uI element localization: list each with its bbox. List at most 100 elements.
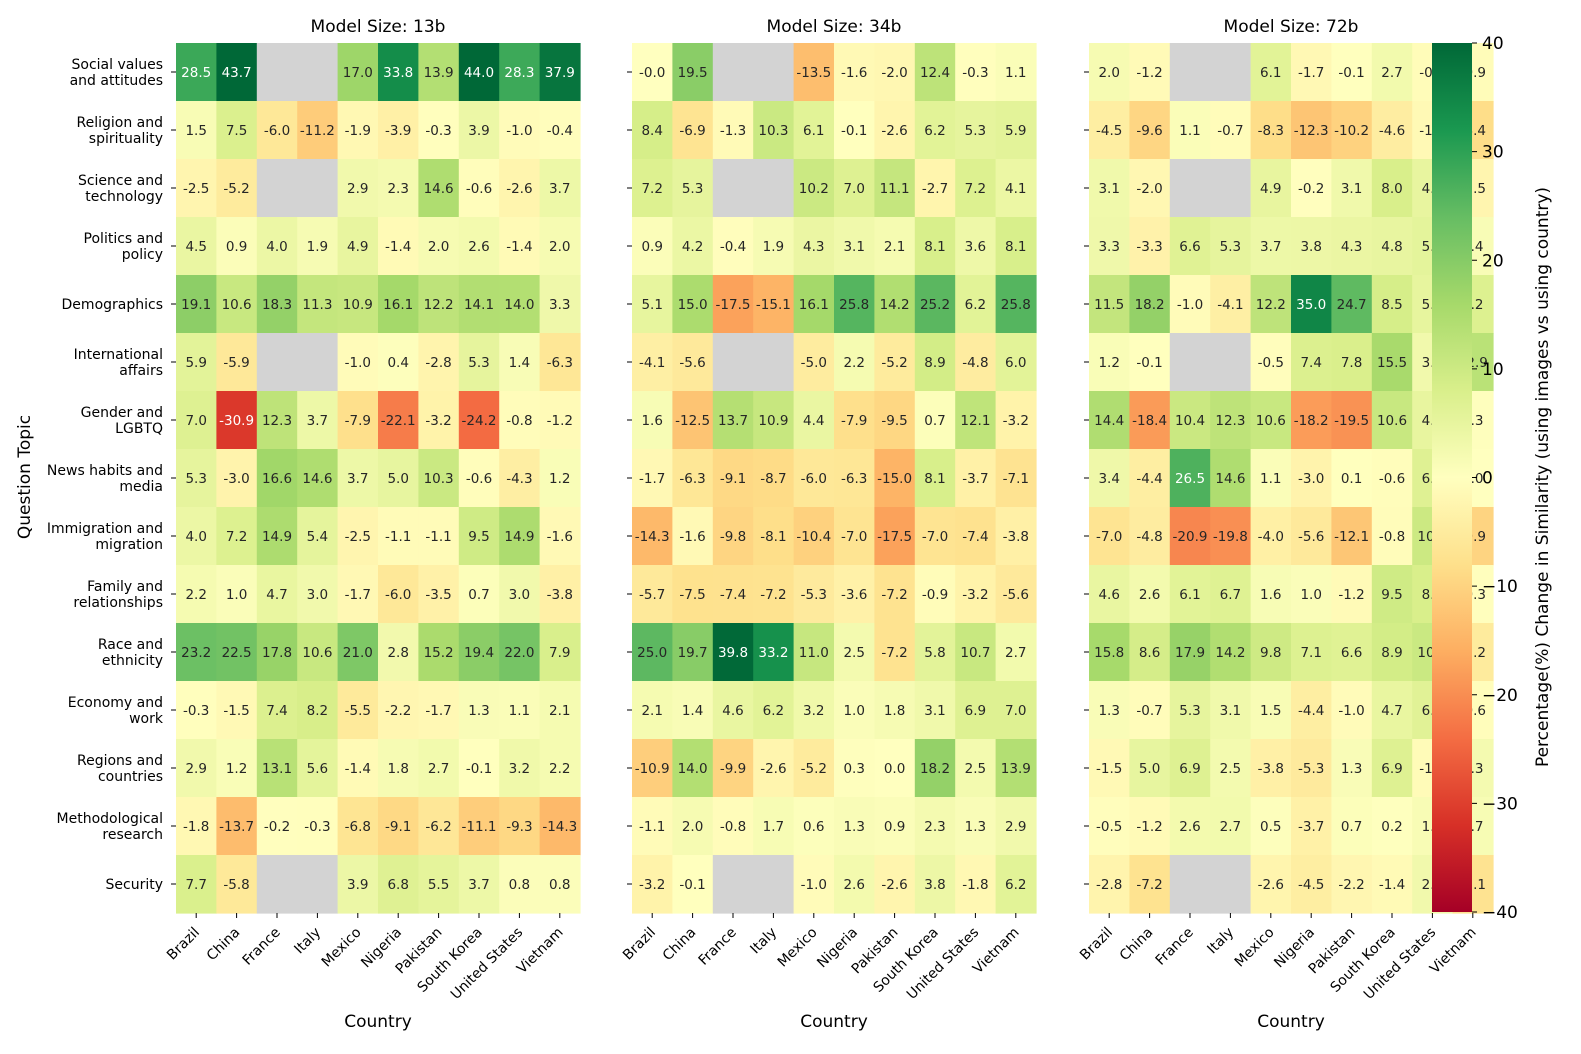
heatmap-cell — [1291, 217, 1332, 276]
cell-value-label: 1.4 — [682, 703, 703, 719]
cell-value-label: 6.9 — [1179, 761, 1200, 777]
cell-value-label: 9.8 — [1260, 645, 1281, 661]
cell-value-label: 4.7 — [266, 587, 287, 603]
cell-value-label: 14.2 — [880, 297, 910, 313]
heatmap-cell — [378, 101, 419, 160]
heatmap-cell — [874, 333, 916, 392]
colorbar-gradient — [1432, 43, 1472, 912]
cell-value-label: -5.3 — [1298, 761, 1324, 777]
heatmap-cell — [378, 159, 419, 218]
cell-value-label: 16.1 — [383, 297, 413, 313]
cell-value-label: 2.2 — [843, 355, 864, 371]
heatmap-cell — [418, 623, 460, 682]
cell-value-label: -19.5 — [1334, 413, 1369, 429]
cell-value-label: -3.3 — [1136, 239, 1162, 255]
cell-value-label: 0.8 — [509, 877, 530, 893]
heatmap-cell — [297, 159, 339, 218]
heatmap-cell — [378, 391, 419, 450]
heatmap-cell — [1129, 333, 1171, 392]
cell-value-label: 3.1 — [1098, 181, 1119, 197]
cell-value-label: 0.9 — [226, 239, 247, 255]
heatmap-cell — [1169, 391, 1211, 450]
heatmap-cell — [418, 449, 460, 508]
heatmap-cell — [1169, 43, 1211, 102]
heatmap-cell — [1250, 855, 1292, 914]
heatmap-cell — [297, 43, 339, 102]
heatmap-cell — [337, 217, 379, 276]
heatmap-cell — [378, 739, 419, 798]
cell-value-label: -3.7 — [962, 471, 988, 487]
x-tick-label: United States — [448, 925, 526, 1003]
y-tick-label: Politics and — [84, 231, 163, 247]
heatmap-cell — [1250, 391, 1292, 450]
heatmap-cell — [378, 333, 419, 392]
y-tick-label: News habits and — [47, 463, 163, 479]
cell-value-label: -13.7 — [219, 819, 254, 835]
heatmap-cell — [955, 217, 997, 276]
cell-value-label: 22.0 — [504, 645, 534, 661]
cell-value-label: -1.4 — [506, 239, 532, 255]
heatmap-cell — [1210, 449, 1252, 508]
cell-value-label: -9.8 — [720, 529, 746, 545]
cell-value-label: -1.7 — [345, 587, 371, 603]
heatmap-cell — [539, 739, 581, 798]
cell-value-label: 13.9 — [1001, 761, 1031, 777]
heatmap-cell — [539, 333, 581, 392]
heatmap-cell — [632, 159, 673, 218]
cell-value-label: 0.9 — [641, 239, 662, 255]
heatmap-cell — [1291, 565, 1332, 624]
cell-value-label: -7.0 — [841, 529, 867, 545]
cell-value-label: 26.5 — [1175, 471, 1205, 487]
cell-value-label: 0.7 — [1341, 819, 1362, 835]
cell-value-label: -1.4 — [345, 761, 371, 777]
cell-value-label: 8.1 — [924, 471, 945, 487]
cell-value-label: -4.8 — [1136, 529, 1162, 545]
cell-value-label: 7.2 — [641, 181, 662, 197]
cell-value-label: 33.2 — [758, 645, 788, 661]
heatmap-cell — [1331, 507, 1373, 566]
heatmap-cell — [672, 507, 714, 566]
heatmap-cell — [712, 797, 754, 856]
cell-value-label: 5.4 — [307, 529, 328, 545]
heatmap-cell — [1331, 275, 1373, 334]
cell-value-label: 7.0 — [185, 413, 206, 429]
cell-value-label: 0.1 — [1341, 471, 1362, 487]
heatmap-cell — [216, 681, 258, 740]
x-tick-label: Mexico — [1232, 925, 1278, 971]
heatmap-cell — [632, 565, 673, 624]
heatmap-cell — [1371, 275, 1413, 334]
x-axis-label: Country — [800, 1012, 868, 1032]
cell-value-label: 3.1 — [1220, 703, 1241, 719]
heatmap-cell — [1291, 43, 1332, 102]
cell-value-label: 4.5 — [185, 239, 206, 255]
heatmap-cell — [914, 739, 956, 798]
cell-value-label: -0.7 — [1136, 703, 1162, 719]
cell-value-label: 14.6 — [302, 471, 332, 487]
cell-value-label: 14.6 — [1215, 471, 1245, 487]
cell-value-label: -0.7 — [1217, 123, 1243, 139]
cell-value-label: 0.2 — [1381, 819, 1402, 835]
y-tick-label: Family and — [87, 579, 163, 595]
cell-value-label: -7.4 — [720, 587, 746, 603]
heatmap-cell — [418, 507, 460, 566]
heatmap-cell — [834, 565, 875, 624]
heatmap-cell — [1169, 681, 1211, 740]
x-tick-label: Brazil — [164, 925, 203, 964]
cell-value-label: 4.9 — [347, 239, 368, 255]
cell-value-label: -6.3 — [679, 471, 705, 487]
heatmap-cell — [834, 391, 875, 450]
heatmap-cell — [1089, 43, 1130, 102]
cell-value-label: 24.7 — [1337, 297, 1367, 313]
heatmap-cell — [712, 507, 754, 566]
heatmap-cell — [753, 449, 795, 508]
x-tick-label: France — [1153, 925, 1197, 969]
cell-value-label: -10.2 — [1334, 123, 1369, 139]
cell-value-label: -0.1 — [841, 123, 867, 139]
heatmap-cell — [337, 739, 379, 798]
cell-value-label: 4.4 — [803, 413, 824, 429]
heatmap-cell — [1250, 43, 1292, 102]
cell-value-label: -2.6 — [760, 761, 786, 777]
cell-value-label: 6.9 — [1381, 761, 1402, 777]
